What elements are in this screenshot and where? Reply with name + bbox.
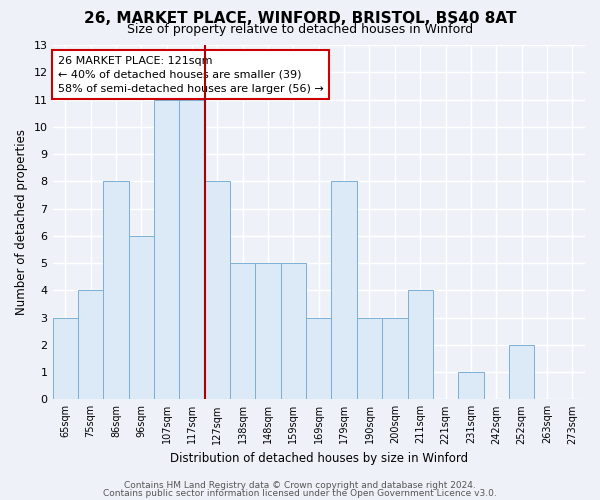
Text: Contains HM Land Registry data © Crown copyright and database right 2024.: Contains HM Land Registry data © Crown c…: [124, 481, 476, 490]
Bar: [230, 263, 256, 400]
Bar: [458, 372, 484, 400]
Bar: [306, 318, 331, 400]
Y-axis label: Number of detached properties: Number of detached properties: [15, 129, 28, 315]
X-axis label: Distribution of detached houses by size in Winford: Distribution of detached houses by size …: [170, 452, 468, 465]
Bar: [179, 100, 205, 400]
Text: Size of property relative to detached houses in Winford: Size of property relative to detached ho…: [127, 22, 473, 36]
Text: 26 MARKET PLACE: 121sqm
← 40% of detached houses are smaller (39)
58% of semi-de: 26 MARKET PLACE: 121sqm ← 40% of detache…: [58, 56, 323, 94]
Bar: [205, 182, 230, 400]
Bar: [103, 182, 128, 400]
Text: Contains public sector information licensed under the Open Government Licence v3: Contains public sector information licen…: [103, 488, 497, 498]
Bar: [154, 100, 179, 400]
Text: 26, MARKET PLACE, WINFORD, BRISTOL, BS40 8AT: 26, MARKET PLACE, WINFORD, BRISTOL, BS40…: [84, 11, 516, 26]
Bar: [53, 318, 78, 400]
Bar: [407, 290, 433, 400]
Bar: [357, 318, 382, 400]
Bar: [78, 290, 103, 400]
Bar: [382, 318, 407, 400]
Bar: [281, 263, 306, 400]
Bar: [331, 182, 357, 400]
Bar: [509, 345, 534, 400]
Bar: [128, 236, 154, 400]
Bar: [256, 263, 281, 400]
